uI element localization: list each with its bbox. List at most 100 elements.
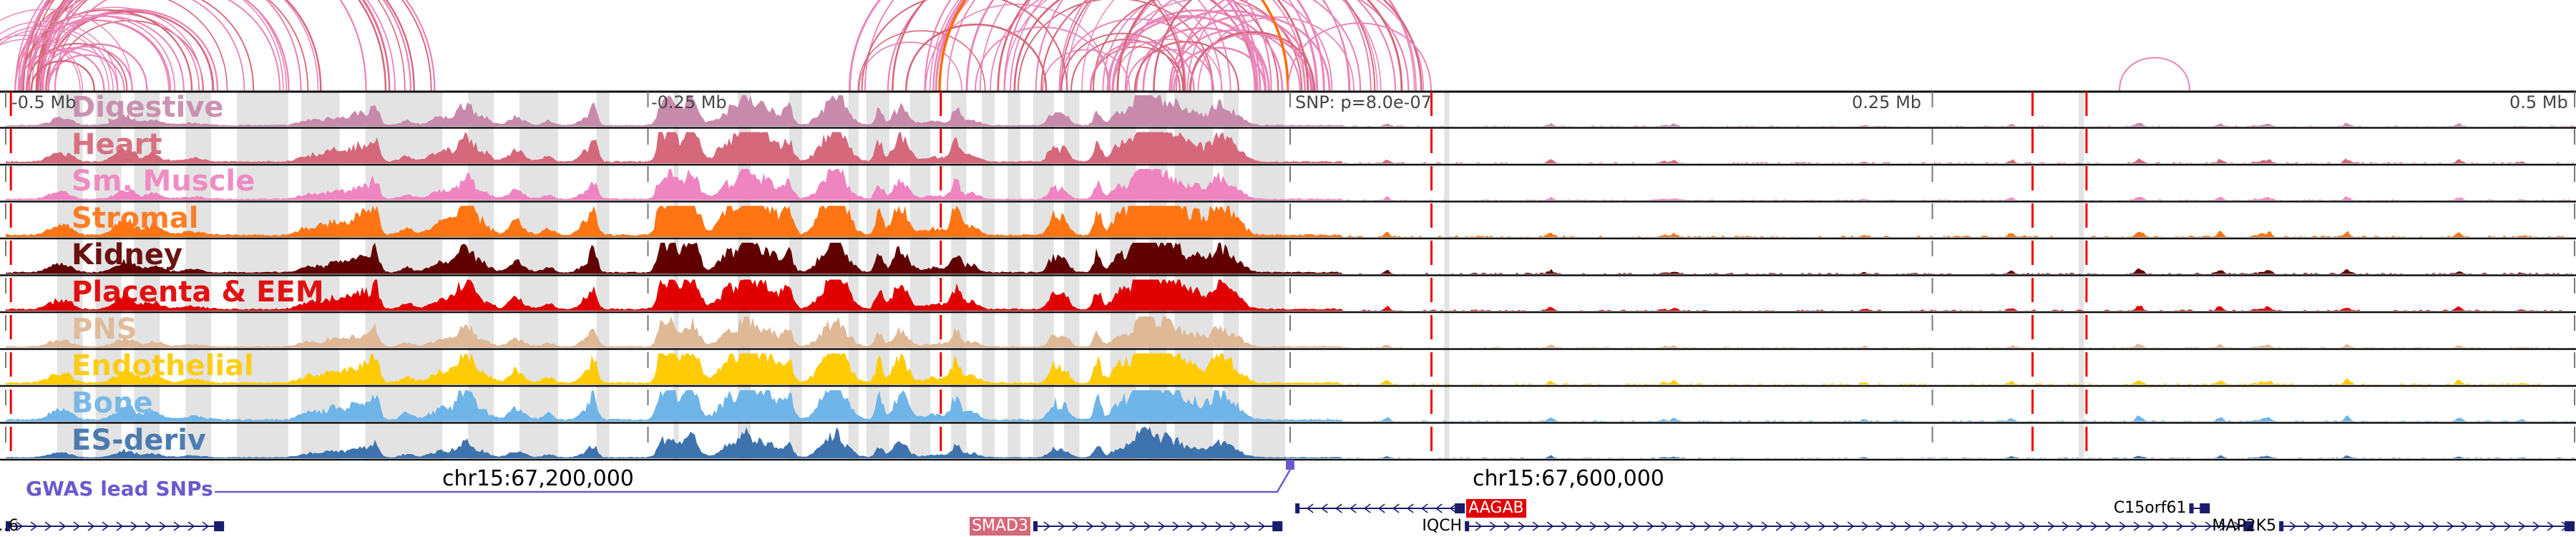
strand-arrow	[1689, 521, 1697, 531]
strand-arrow	[130, 521, 138, 531]
gene-label[interactable]: C15orf61	[2113, 499, 2187, 517]
strand-arrow	[1875, 521, 1883, 531]
track-pns	[0, 316, 2576, 350]
strand-arrow	[2303, 521, 2311, 531]
chromatin-loop-arc	[1102, 0, 1333, 92]
strand-arrow	[2133, 521, 2141, 531]
chromatin-loop-arc	[14, 14, 176, 92]
strand-arrow	[1732, 521, 1740, 531]
strand-arrow	[2076, 521, 2084, 531]
strand-arrow	[1575, 521, 1583, 531]
strand-arrow	[1604, 521, 1611, 531]
strand-arrow	[1072, 521, 1080, 531]
coordinate-label-67600000: chr15:67,600,000	[1473, 466, 1664, 491]
strand-arrow	[1918, 521, 1926, 531]
chromatin-loop-arc	[861, 0, 1068, 92]
strand-arrow	[1532, 521, 1540, 531]
strand-arrow	[44, 521, 52, 531]
strand-arrow	[1143, 521, 1151, 531]
signal-area	[6, 205, 2575, 237]
chromatin-loop-arc	[1042, 49, 1131, 92]
chromatin-loop-arc	[975, 26, 1111, 92]
strand-arrow	[1503, 521, 1511, 531]
strand-arrow	[1201, 521, 1209, 531]
track-endothelial	[0, 353, 2576, 387]
strand-arrow	[1449, 503, 1457, 513]
chromatin-loop-arc	[35, 0, 415, 92]
strand-arrow	[2518, 521, 2526, 531]
chromatin-loop-arc	[26, 42, 128, 92]
gene-label[interactable]: SMAD3	[970, 517, 1030, 536]
chromatin-loop-arc	[45, 11, 215, 92]
strand-arrow	[2461, 521, 2469, 531]
strand-arrow	[202, 521, 210, 531]
gwas-track-label[interactable]: GWAS lead SNPs	[26, 477, 213, 500]
chromatin-loop-arc	[1175, 0, 1410, 92]
strand-arrow	[1561, 521, 1568, 531]
strand-arrow	[187, 521, 195, 531]
chromatin-loop-arc	[17, 0, 302, 92]
strand-arrow	[2432, 521, 2440, 531]
strand-arrow	[1129, 521, 1137, 531]
chromatin-loop-arc	[904, 23, 1048, 92]
chromatin-loop-arc	[1126, 49, 1215, 92]
gene-c15orf61[interactable]	[2189, 503, 2210, 513]
gene-smad3[interactable]	[1033, 521, 1283, 531]
gene-exon	[2200, 503, 2210, 513]
strand-arrow	[1632, 521, 1640, 531]
gene-aagab[interactable]	[1295, 503, 1465, 513]
chromatin-loop-arc	[31, 0, 319, 92]
gene-label[interactable]: AAGAB	[1466, 499, 1526, 518]
strand-arrow	[1058, 521, 1065, 531]
gene-exon	[2279, 521, 2284, 531]
gene-exon	[2565, 521, 2575, 531]
chromatin-loop-arc	[20, 9, 193, 92]
strand-arrow	[2162, 521, 2170, 531]
gene-map2k5[interactable]	[2279, 521, 2575, 531]
gene-label[interactable]: MAP2K5	[2212, 517, 2277, 535]
strand-arrow	[1675, 521, 1683, 531]
gene-exon	[1295, 503, 1300, 513]
strand-arrow	[1489, 521, 1497, 531]
strand-arrow	[2219, 521, 2227, 531]
chromatin-loop-arc	[1287, 22, 1432, 92]
strand-arrow	[1718, 521, 1726, 531]
gene-iqch[interactable]	[1465, 521, 2254, 531]
axis-tick-label-0-5: 0.5 Mb	[2509, 92, 2568, 112]
gwas-snp-marker	[1286, 460, 1294, 470]
strand-arrow	[2375, 521, 2383, 531]
strand-arrow	[1406, 503, 1414, 513]
strand-arrow	[2489, 521, 2497, 531]
chromatin-loop-arc	[1116, 0, 1403, 92]
gene-label[interactable]: IQCH	[1422, 517, 1463, 535]
strand-arrow	[1215, 521, 1223, 531]
strand-arrow	[1761, 521, 1769, 531]
track-kidney	[0, 243, 2576, 276]
strand-arrow	[2004, 521, 2012, 531]
strand-arrow	[2047, 521, 2055, 531]
chromatin-loop-arc	[25, 15, 185, 92]
strand-arrow	[2318, 521, 2326, 531]
strand-arrow	[1377, 503, 1385, 513]
strand-arrow	[1933, 521, 1941, 531]
strand-arrow	[2404, 521, 2411, 531]
strand-arrow	[1158, 521, 1166, 531]
track-digestive	[0, 95, 2576, 129]
gene-exon	[1272, 521, 1283, 531]
strand-arrow	[2346, 521, 2354, 531]
gene-label[interactable]: …6	[0, 517, 19, 535]
chromatin-loop-arc	[0, 39, 81, 92]
chromatin-loop-arc	[929, 0, 1319, 92]
chromatin-loop-arc	[2119, 57, 2190, 92]
gene-6[interactable]	[6, 521, 225, 531]
coordinate-label-67200000: chr15:67,200,000	[442, 466, 634, 491]
chromatin-loop-arc	[47, 43, 148, 92]
chromatin-loop-arc	[39, 0, 406, 92]
chromatin-loop-arc	[892, 0, 1186, 92]
gene-track	[6, 503, 2575, 531]
strand-arrow	[1861, 521, 1869, 531]
chromatin-loop-arc	[47, 54, 125, 92]
strand-arrow	[2332, 521, 2340, 531]
chromatin-loop-arc	[14, 0, 396, 92]
chromatin-loop-arc	[0, 26, 114, 92]
